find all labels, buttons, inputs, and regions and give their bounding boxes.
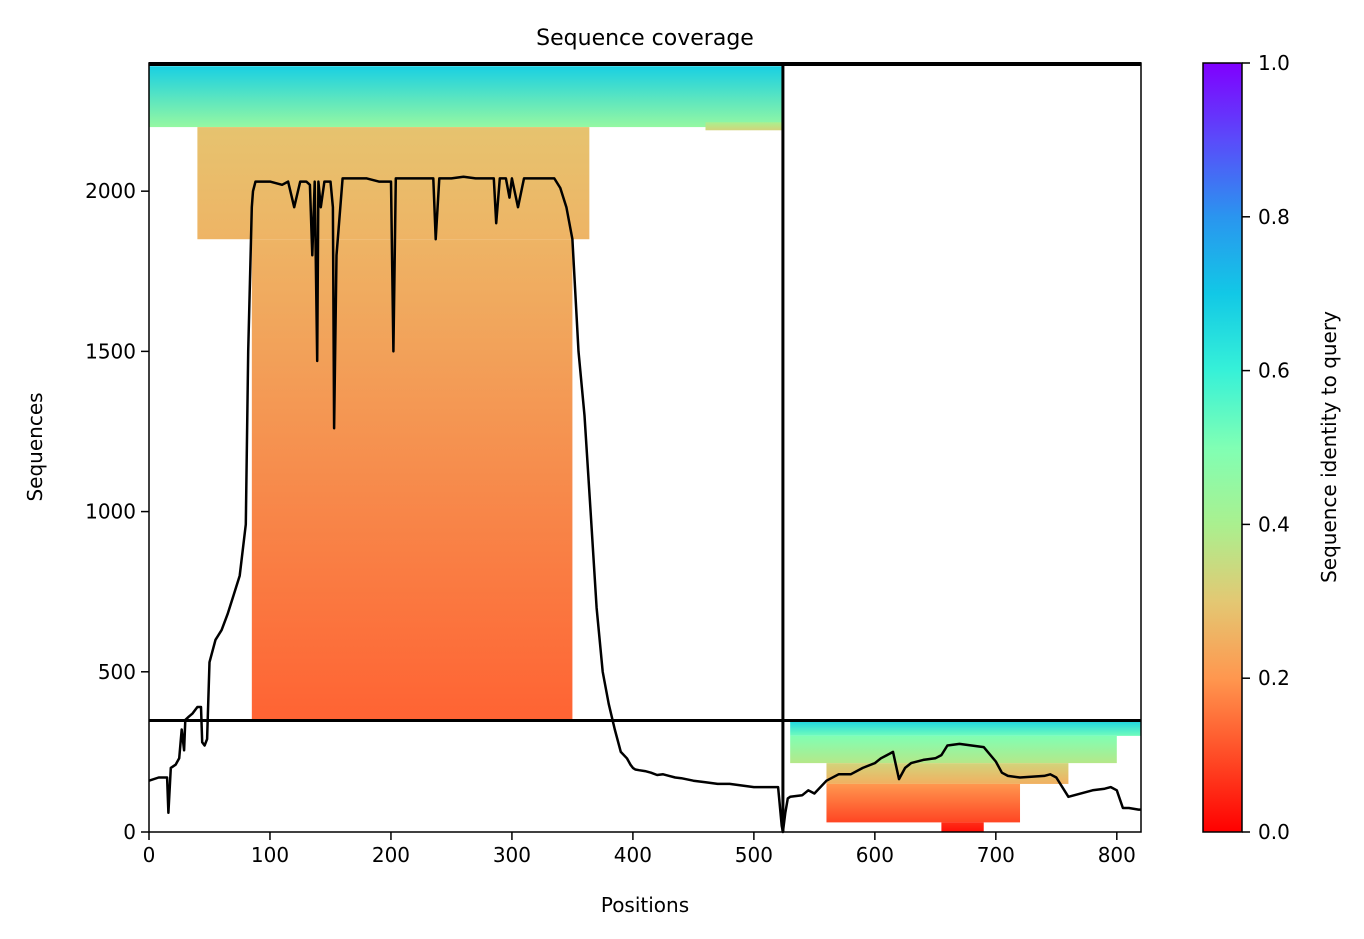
x-tick-label: 800	[1098, 843, 1136, 867]
coverage-block	[149, 66, 783, 128]
y-tick-label: 500	[98, 660, 136, 684]
x-tick-label: 300	[493, 843, 531, 867]
chart-title: Sequence coverage	[536, 26, 754, 51]
y-tick-label: 0	[123, 820, 136, 844]
colorbar: 0.0 0.2 0.4 0.6 0.8 1.0 Sequence identity to …	[1202, 51, 1341, 844]
y-axis-ticks: 0 500 1000 1500 2000	[85, 179, 149, 844]
x-tick-label: 0	[143, 843, 156, 867]
colorbar-tick-label: 0.0	[1258, 820, 1290, 844]
y-tick-label: 1500	[85, 339, 136, 363]
colorbar-tick-label: 0.2	[1258, 666, 1290, 690]
colorbar-tick-label: 0.6	[1258, 359, 1290, 383]
x-tick-label: 400	[614, 843, 652, 867]
coverage-block	[790, 721, 1141, 736]
coverage-block	[251, 239, 573, 721]
y-tick-label: 1000	[85, 500, 136, 524]
x-tick-label: 600	[856, 843, 894, 867]
coverage-block	[941, 822, 984, 832]
coverage-block	[705, 122, 783, 131]
x-tick-label: 200	[372, 843, 410, 867]
y-tick-label: 2000	[85, 179, 136, 203]
x-axis-label: Positions	[601, 893, 689, 917]
coverage-block	[826, 783, 1021, 823]
colorbar-label: Sequence identity to query	[1317, 311, 1341, 583]
chain-dividers	[149, 62, 1141, 832]
colorbar-gradient	[1202, 62, 1243, 833]
colorbar-tick-label: 1.0	[1258, 51, 1290, 75]
coverage-block	[826, 763, 1069, 784]
coverage-blocks	[149, 66, 1141, 832]
x-axis-ticks: 0 100 200 300 400 500 600 700 800	[143, 832, 1136, 867]
colorbar-tick-label: 0.4	[1258, 512, 1290, 536]
y-axis-label: Sequences	[23, 392, 47, 501]
plot-frame	[148, 62, 1142, 833]
coverage-line	[148, 175, 1141, 834]
plot-area	[148, 62, 1142, 834]
coverage-block	[790, 735, 1117, 764]
x-tick-label: 500	[735, 843, 773, 867]
colorbar-tick-label: 0.8	[1258, 205, 1290, 229]
colorbar-ticks: 0.0 0.2 0.4 0.6 0.8 1.0	[1242, 51, 1290, 844]
x-tick-label: 100	[251, 843, 289, 867]
x-tick-label: 700	[977, 843, 1015, 867]
